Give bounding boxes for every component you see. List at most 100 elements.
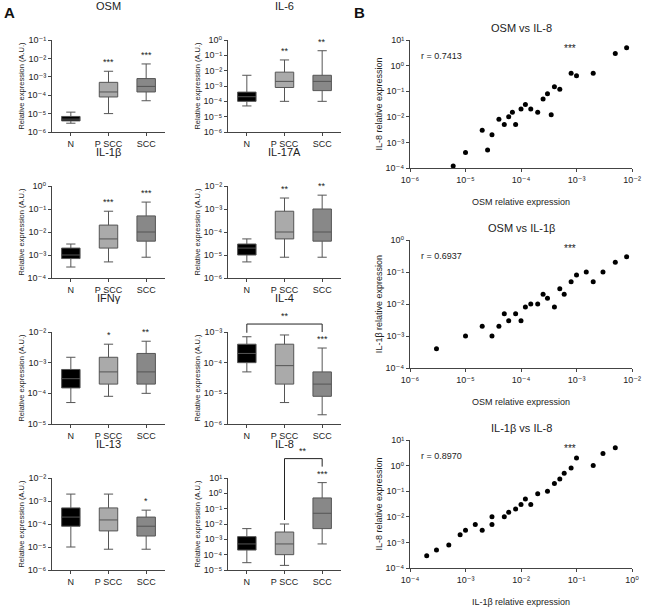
svg-text:10⁻³: 10⁻³	[28, 358, 46, 368]
svg-text:SCC: SCC	[137, 431, 157, 441]
svg-text:10⁻⁴: 10⁻⁴	[28, 388, 47, 398]
svg-text:IL-8: IL-8	[275, 438, 294, 450]
svg-text:IL-1β vs IL-8: IL-1β vs IL-8	[491, 422, 552, 434]
svg-text:10⁻⁶: 10⁻⁶	[204, 127, 223, 137]
svg-text:10⁻⁴: 10⁻⁴	[28, 519, 47, 529]
svg-text:10⁻²: 10⁻²	[386, 512, 404, 522]
svg-text:10⁻⁵: 10⁻⁵	[204, 565, 223, 575]
svg-text:10⁻¹: 10⁻¹	[386, 267, 404, 277]
svg-text:P SCC: P SCC	[271, 431, 299, 441]
svg-text:Relative expression (A.U.): Relative expression (A.U.)	[193, 334, 202, 422]
svg-text:N: N	[244, 285, 251, 295]
svg-text:10⁻²: 10⁻²	[512, 575, 530, 585]
svg-text:N: N	[244, 431, 251, 441]
svg-text:***: ***	[103, 197, 114, 207]
svg-text:10⁻⁴: 10⁻⁴	[386, 363, 405, 373]
svg-text:10⁻⁴: 10⁻⁴	[28, 273, 47, 283]
svg-text:10⁻⁴: 10⁻⁴	[204, 550, 223, 560]
svg-text:N: N	[244, 577, 251, 587]
svg-text:10⁻²: 10⁻²	[623, 175, 641, 185]
svg-text:r = 0.6937: r = 0.6937	[421, 251, 462, 261]
svg-text:10⁻⁵: 10⁻⁵	[28, 542, 47, 552]
svg-text:10⁻¹: 10⁻¹	[204, 50, 222, 60]
svg-text:IL-13: IL-13	[96, 438, 121, 450]
svg-text:10⁻³: 10⁻³	[204, 81, 222, 91]
svg-text:IL-4: IL-4	[275, 292, 294, 304]
svg-text:r = 0.8970: r = 0.8970	[421, 451, 462, 461]
svg-text:***: ***	[564, 443, 576, 454]
svg-text:***: ***	[103, 57, 114, 67]
svg-text:**: **	[281, 184, 289, 194]
svg-text:OSM relative expression: OSM relative expression	[472, 397, 570, 407]
svg-text:10⁻⁵: 10⁻⁵	[28, 419, 47, 429]
svg-text:**: **	[299, 446, 307, 456]
svg-text:10⁻⁵: 10⁻⁵	[28, 109, 47, 119]
svg-text:10⁻⁶: 10⁻⁶	[28, 127, 47, 137]
svg-text:10⁻⁴: 10⁻⁴	[28, 90, 47, 100]
svg-text:N: N	[68, 139, 75, 149]
svg-text:IL-1β relative expression: IL-1β relative expression	[472, 597, 570, 607]
svg-text:SCC: SCC	[137, 577, 157, 587]
svg-text:10⁰: 10⁰	[209, 35, 223, 45]
svg-text:P SCC: P SCC	[95, 431, 123, 441]
svg-text:10⁰: 10⁰	[33, 181, 47, 191]
svg-text:10⁻³: 10⁻³	[386, 538, 404, 548]
svg-text:*: *	[107, 330, 111, 340]
svg-text:A: A	[4, 4, 15, 21]
svg-text:10⁻⁶: 10⁻⁶	[204, 419, 223, 429]
svg-text:10⁻¹: 10⁻¹	[386, 86, 404, 96]
svg-text:SCC: SCC	[137, 285, 157, 295]
svg-text:10⁻³: 10⁻³	[457, 575, 475, 585]
svg-text:Relative expression (A.U.): Relative expression (A.U.)	[17, 334, 26, 422]
svg-text:10⁻³: 10⁻³	[568, 175, 586, 185]
svg-text:10⁻⁴: 10⁻⁴	[386, 563, 405, 573]
svg-text:10⁻⁵: 10⁻⁵	[204, 250, 223, 260]
svg-text:*: *	[144, 496, 148, 506]
svg-text:10⁻³: 10⁻³	[204, 204, 222, 214]
svg-text:Relative expression (A.U.): Relative expression (A.U.)	[193, 480, 202, 568]
svg-text:10⁻⁵: 10⁻⁵	[204, 388, 223, 398]
svg-text:10⁻⁴: 10⁻⁴	[512, 375, 531, 385]
svg-text:10¹: 10¹	[391, 435, 404, 445]
svg-text:OSM vs IL-8: OSM vs IL-8	[491, 22, 552, 34]
svg-text:N: N	[68, 431, 75, 441]
svg-text:IL-6: IL-6	[275, 0, 294, 12]
svg-text:**: **	[318, 181, 326, 191]
svg-text:10¹: 10¹	[391, 35, 404, 45]
svg-text:OSM vs IL-1β: OSM vs IL-1β	[488, 222, 555, 234]
svg-text:IL-8 relative expression: IL-8 relative expression	[374, 57, 384, 150]
svg-text:IL-1β: IL-1β	[96, 146, 121, 158]
svg-text:10⁻²: 10⁻²	[28, 227, 46, 237]
svg-text:10⁻²: 10⁻²	[28, 473, 46, 483]
svg-text:10⁰: 10⁰	[391, 235, 405, 245]
svg-text:10⁻⁵: 10⁻⁵	[456, 175, 475, 185]
svg-text:10⁰: 10⁰	[391, 461, 405, 471]
svg-text:***: ***	[317, 469, 328, 479]
svg-text:***: ***	[141, 188, 152, 198]
svg-text:10⁻¹: 10⁻¹	[204, 504, 222, 514]
svg-text:IL-1β relative expression: IL-1β relative expression	[374, 255, 384, 353]
svg-text:SCC: SCC	[313, 285, 333, 295]
svg-text:P SCC: P SCC	[271, 285, 299, 295]
svg-text:Relative expression (A.U.): Relative expression (A.U.)	[193, 42, 202, 130]
svg-text:***: ***	[564, 43, 576, 54]
svg-text:**: **	[281, 46, 289, 56]
svg-text:SCC: SCC	[313, 577, 333, 587]
svg-text:10⁻²: 10⁻²	[386, 299, 404, 309]
svg-text:IFNγ: IFNγ	[97, 292, 121, 304]
svg-text:Relative expression (A.U.): Relative expression (A.U.)	[17, 188, 26, 276]
svg-text:10⁻⁴: 10⁻⁴	[401, 575, 420, 585]
svg-text:OSM relative expression: OSM relative expression	[472, 197, 570, 207]
svg-text:***: ***	[317, 334, 328, 344]
svg-text:P SCC: P SCC	[95, 139, 123, 149]
svg-text:10⁻²: 10⁻²	[204, 181, 222, 191]
svg-text:***: ***	[564, 243, 576, 254]
svg-text:N: N	[68, 285, 75, 295]
svg-text:Relative expression (A.U.): Relative expression (A.U.)	[17, 480, 26, 568]
svg-text:10⁻⁶: 10⁻⁶	[204, 273, 223, 283]
svg-text:Relative expression (A.U.): Relative expression (A.U.)	[17, 42, 26, 130]
svg-text:IL-8 relative expression: IL-8 relative expression	[374, 457, 384, 550]
svg-text:P SCC: P SCC	[271, 577, 299, 587]
svg-text:10⁻²: 10⁻²	[28, 327, 46, 337]
svg-text:10⁻⁶: 10⁻⁶	[401, 375, 420, 385]
